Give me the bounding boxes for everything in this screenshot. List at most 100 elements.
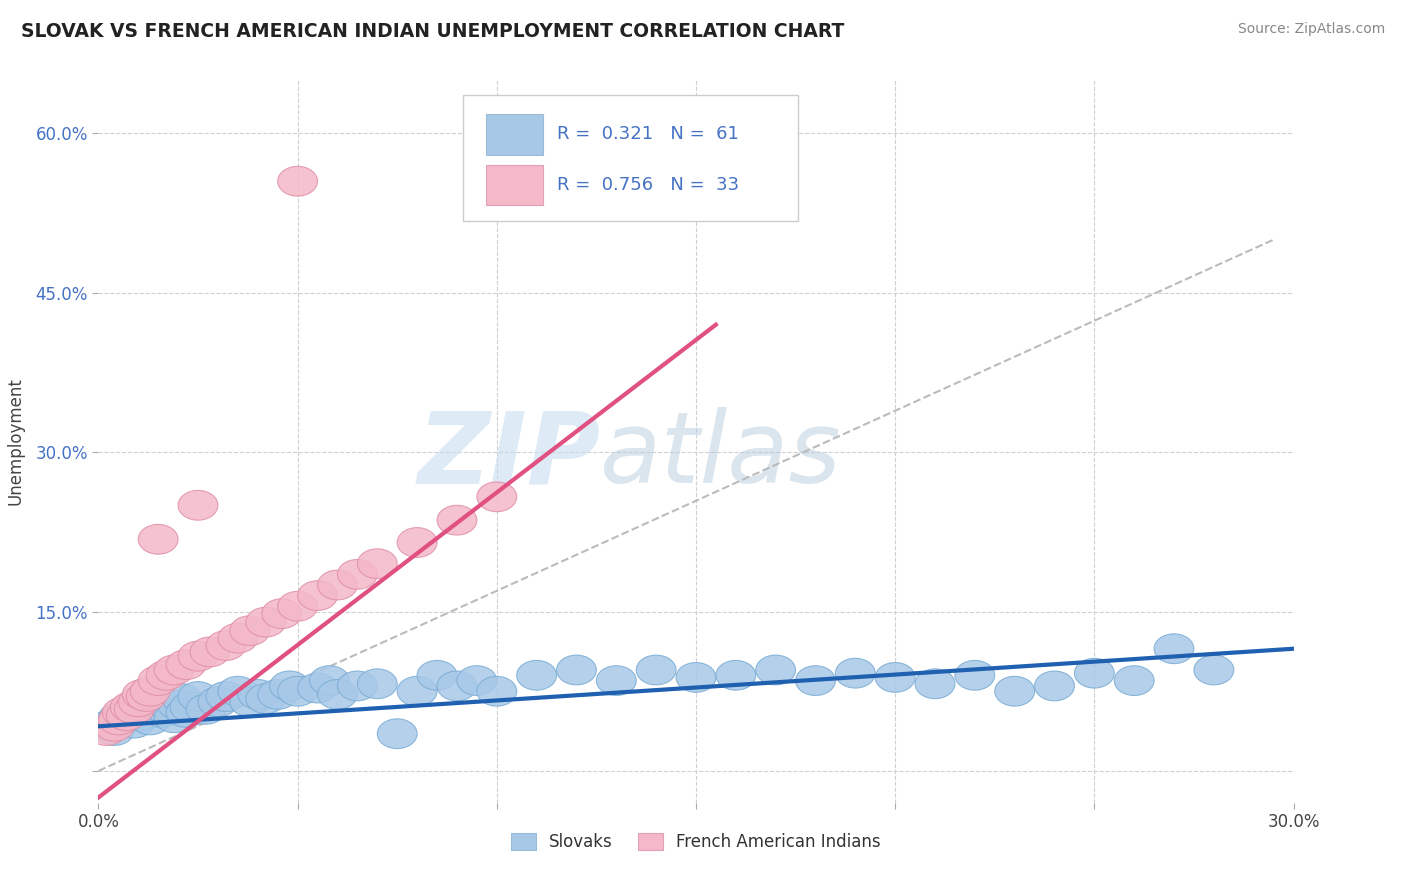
Ellipse shape	[218, 624, 257, 653]
Ellipse shape	[398, 676, 437, 706]
Ellipse shape	[190, 637, 231, 667]
Ellipse shape	[246, 684, 285, 714]
Ellipse shape	[337, 671, 377, 701]
Text: Source: ZipAtlas.com: Source: ZipAtlas.com	[1237, 22, 1385, 37]
Text: ZIP: ZIP	[418, 408, 600, 505]
Ellipse shape	[87, 715, 127, 746]
FancyBboxPatch shape	[463, 95, 797, 221]
Ellipse shape	[138, 524, 179, 554]
Ellipse shape	[298, 581, 337, 610]
Ellipse shape	[186, 694, 226, 724]
Ellipse shape	[309, 665, 350, 696]
Ellipse shape	[122, 680, 162, 709]
Ellipse shape	[238, 680, 278, 709]
Y-axis label: Unemployment: Unemployment	[7, 377, 24, 506]
Ellipse shape	[131, 676, 170, 706]
Ellipse shape	[122, 701, 162, 731]
Ellipse shape	[107, 701, 146, 731]
Ellipse shape	[318, 680, 357, 709]
Ellipse shape	[127, 681, 166, 712]
Ellipse shape	[278, 166, 318, 196]
Ellipse shape	[207, 631, 246, 660]
Text: SLOVAK VS FRENCH AMERICAN INDIAN UNEMPLOYMENT CORRELATION CHART: SLOVAK VS FRENCH AMERICAN INDIAN UNEMPLO…	[21, 22, 845, 41]
Ellipse shape	[262, 599, 302, 629]
Ellipse shape	[1035, 671, 1074, 701]
Ellipse shape	[437, 505, 477, 535]
Ellipse shape	[179, 491, 218, 520]
Ellipse shape	[118, 692, 159, 722]
Ellipse shape	[477, 676, 517, 706]
Ellipse shape	[155, 655, 194, 685]
Ellipse shape	[131, 705, 170, 735]
Ellipse shape	[357, 549, 398, 579]
Ellipse shape	[94, 715, 135, 746]
Ellipse shape	[437, 671, 477, 701]
Ellipse shape	[159, 690, 198, 720]
FancyBboxPatch shape	[485, 165, 543, 205]
Ellipse shape	[111, 692, 150, 722]
Ellipse shape	[257, 680, 298, 709]
Ellipse shape	[876, 663, 915, 692]
Ellipse shape	[207, 681, 246, 712]
Ellipse shape	[138, 665, 179, 696]
Ellipse shape	[135, 690, 174, 720]
Ellipse shape	[270, 671, 309, 701]
Ellipse shape	[557, 655, 596, 685]
Ellipse shape	[318, 570, 357, 599]
Ellipse shape	[398, 527, 437, 558]
Ellipse shape	[955, 660, 995, 690]
Ellipse shape	[1074, 658, 1115, 688]
Ellipse shape	[1194, 655, 1234, 685]
Ellipse shape	[87, 712, 127, 741]
Ellipse shape	[138, 687, 179, 717]
Ellipse shape	[1115, 665, 1154, 696]
Ellipse shape	[676, 663, 716, 692]
Legend: Slovaks, French American Indians: Slovaks, French American Indians	[502, 825, 890, 860]
Ellipse shape	[155, 703, 194, 732]
Ellipse shape	[103, 698, 142, 727]
Ellipse shape	[103, 705, 142, 735]
Ellipse shape	[915, 669, 955, 698]
Ellipse shape	[716, 660, 756, 690]
Ellipse shape	[477, 482, 517, 512]
Ellipse shape	[337, 559, 377, 590]
Ellipse shape	[107, 701, 146, 731]
Ellipse shape	[179, 681, 218, 712]
Ellipse shape	[98, 705, 138, 735]
Text: R =  0.321   N =  61: R = 0.321 N = 61	[557, 126, 740, 144]
Ellipse shape	[146, 694, 186, 724]
Ellipse shape	[94, 712, 135, 741]
Ellipse shape	[146, 660, 186, 690]
Ellipse shape	[198, 687, 238, 717]
Ellipse shape	[166, 649, 207, 680]
Ellipse shape	[246, 607, 285, 637]
Ellipse shape	[796, 665, 835, 696]
Ellipse shape	[418, 660, 457, 690]
FancyBboxPatch shape	[485, 114, 543, 154]
Ellipse shape	[162, 684, 202, 714]
Ellipse shape	[179, 641, 218, 671]
Ellipse shape	[118, 687, 159, 717]
Ellipse shape	[231, 615, 270, 646]
Ellipse shape	[457, 665, 496, 696]
Ellipse shape	[835, 658, 876, 688]
Ellipse shape	[517, 660, 557, 690]
Text: R =  0.756   N =  33: R = 0.756 N = 33	[557, 176, 740, 194]
Ellipse shape	[1154, 634, 1194, 664]
Ellipse shape	[150, 692, 190, 722]
Ellipse shape	[596, 665, 637, 696]
Ellipse shape	[298, 673, 337, 703]
Ellipse shape	[231, 687, 270, 717]
Ellipse shape	[278, 591, 318, 621]
Ellipse shape	[218, 676, 257, 706]
Ellipse shape	[995, 676, 1035, 706]
Ellipse shape	[756, 655, 796, 685]
Ellipse shape	[114, 694, 155, 724]
Ellipse shape	[111, 698, 150, 727]
Ellipse shape	[127, 694, 166, 724]
Ellipse shape	[142, 698, 183, 727]
Ellipse shape	[98, 703, 138, 732]
Ellipse shape	[637, 655, 676, 685]
Ellipse shape	[114, 708, 155, 738]
Text: atlas: atlas	[600, 408, 842, 505]
